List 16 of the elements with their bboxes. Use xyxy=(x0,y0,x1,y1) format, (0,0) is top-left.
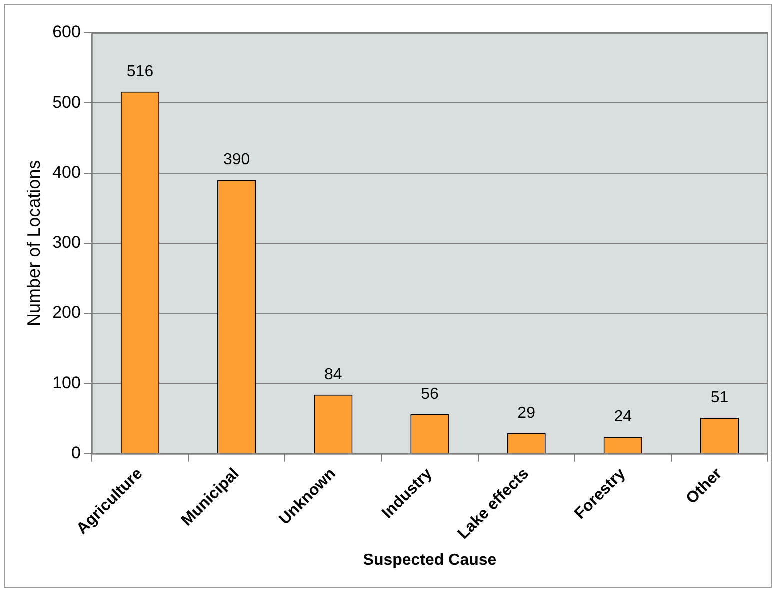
y-tick-label: 200 xyxy=(52,303,81,322)
y-tick-label: 600 xyxy=(52,22,81,42)
y-tick-label: 0 xyxy=(71,444,81,463)
data-label: 390 xyxy=(223,152,250,169)
data-label: 84 xyxy=(324,366,342,384)
x-axis-title: Suspected Cause xyxy=(363,552,497,569)
y-tick-label: 300 xyxy=(52,233,81,252)
data-label: 516 xyxy=(126,63,154,80)
y-tick-label: 500 xyxy=(52,92,81,112)
data-label: 24 xyxy=(614,408,632,426)
data-label: 51 xyxy=(710,389,729,406)
data-label: 56 xyxy=(421,386,439,403)
data-label: 29 xyxy=(518,404,536,422)
y-tick-label: 100 xyxy=(52,373,81,392)
y-tick-label: 400 xyxy=(52,162,81,182)
y-axis-title: Number of Locations xyxy=(24,160,44,326)
